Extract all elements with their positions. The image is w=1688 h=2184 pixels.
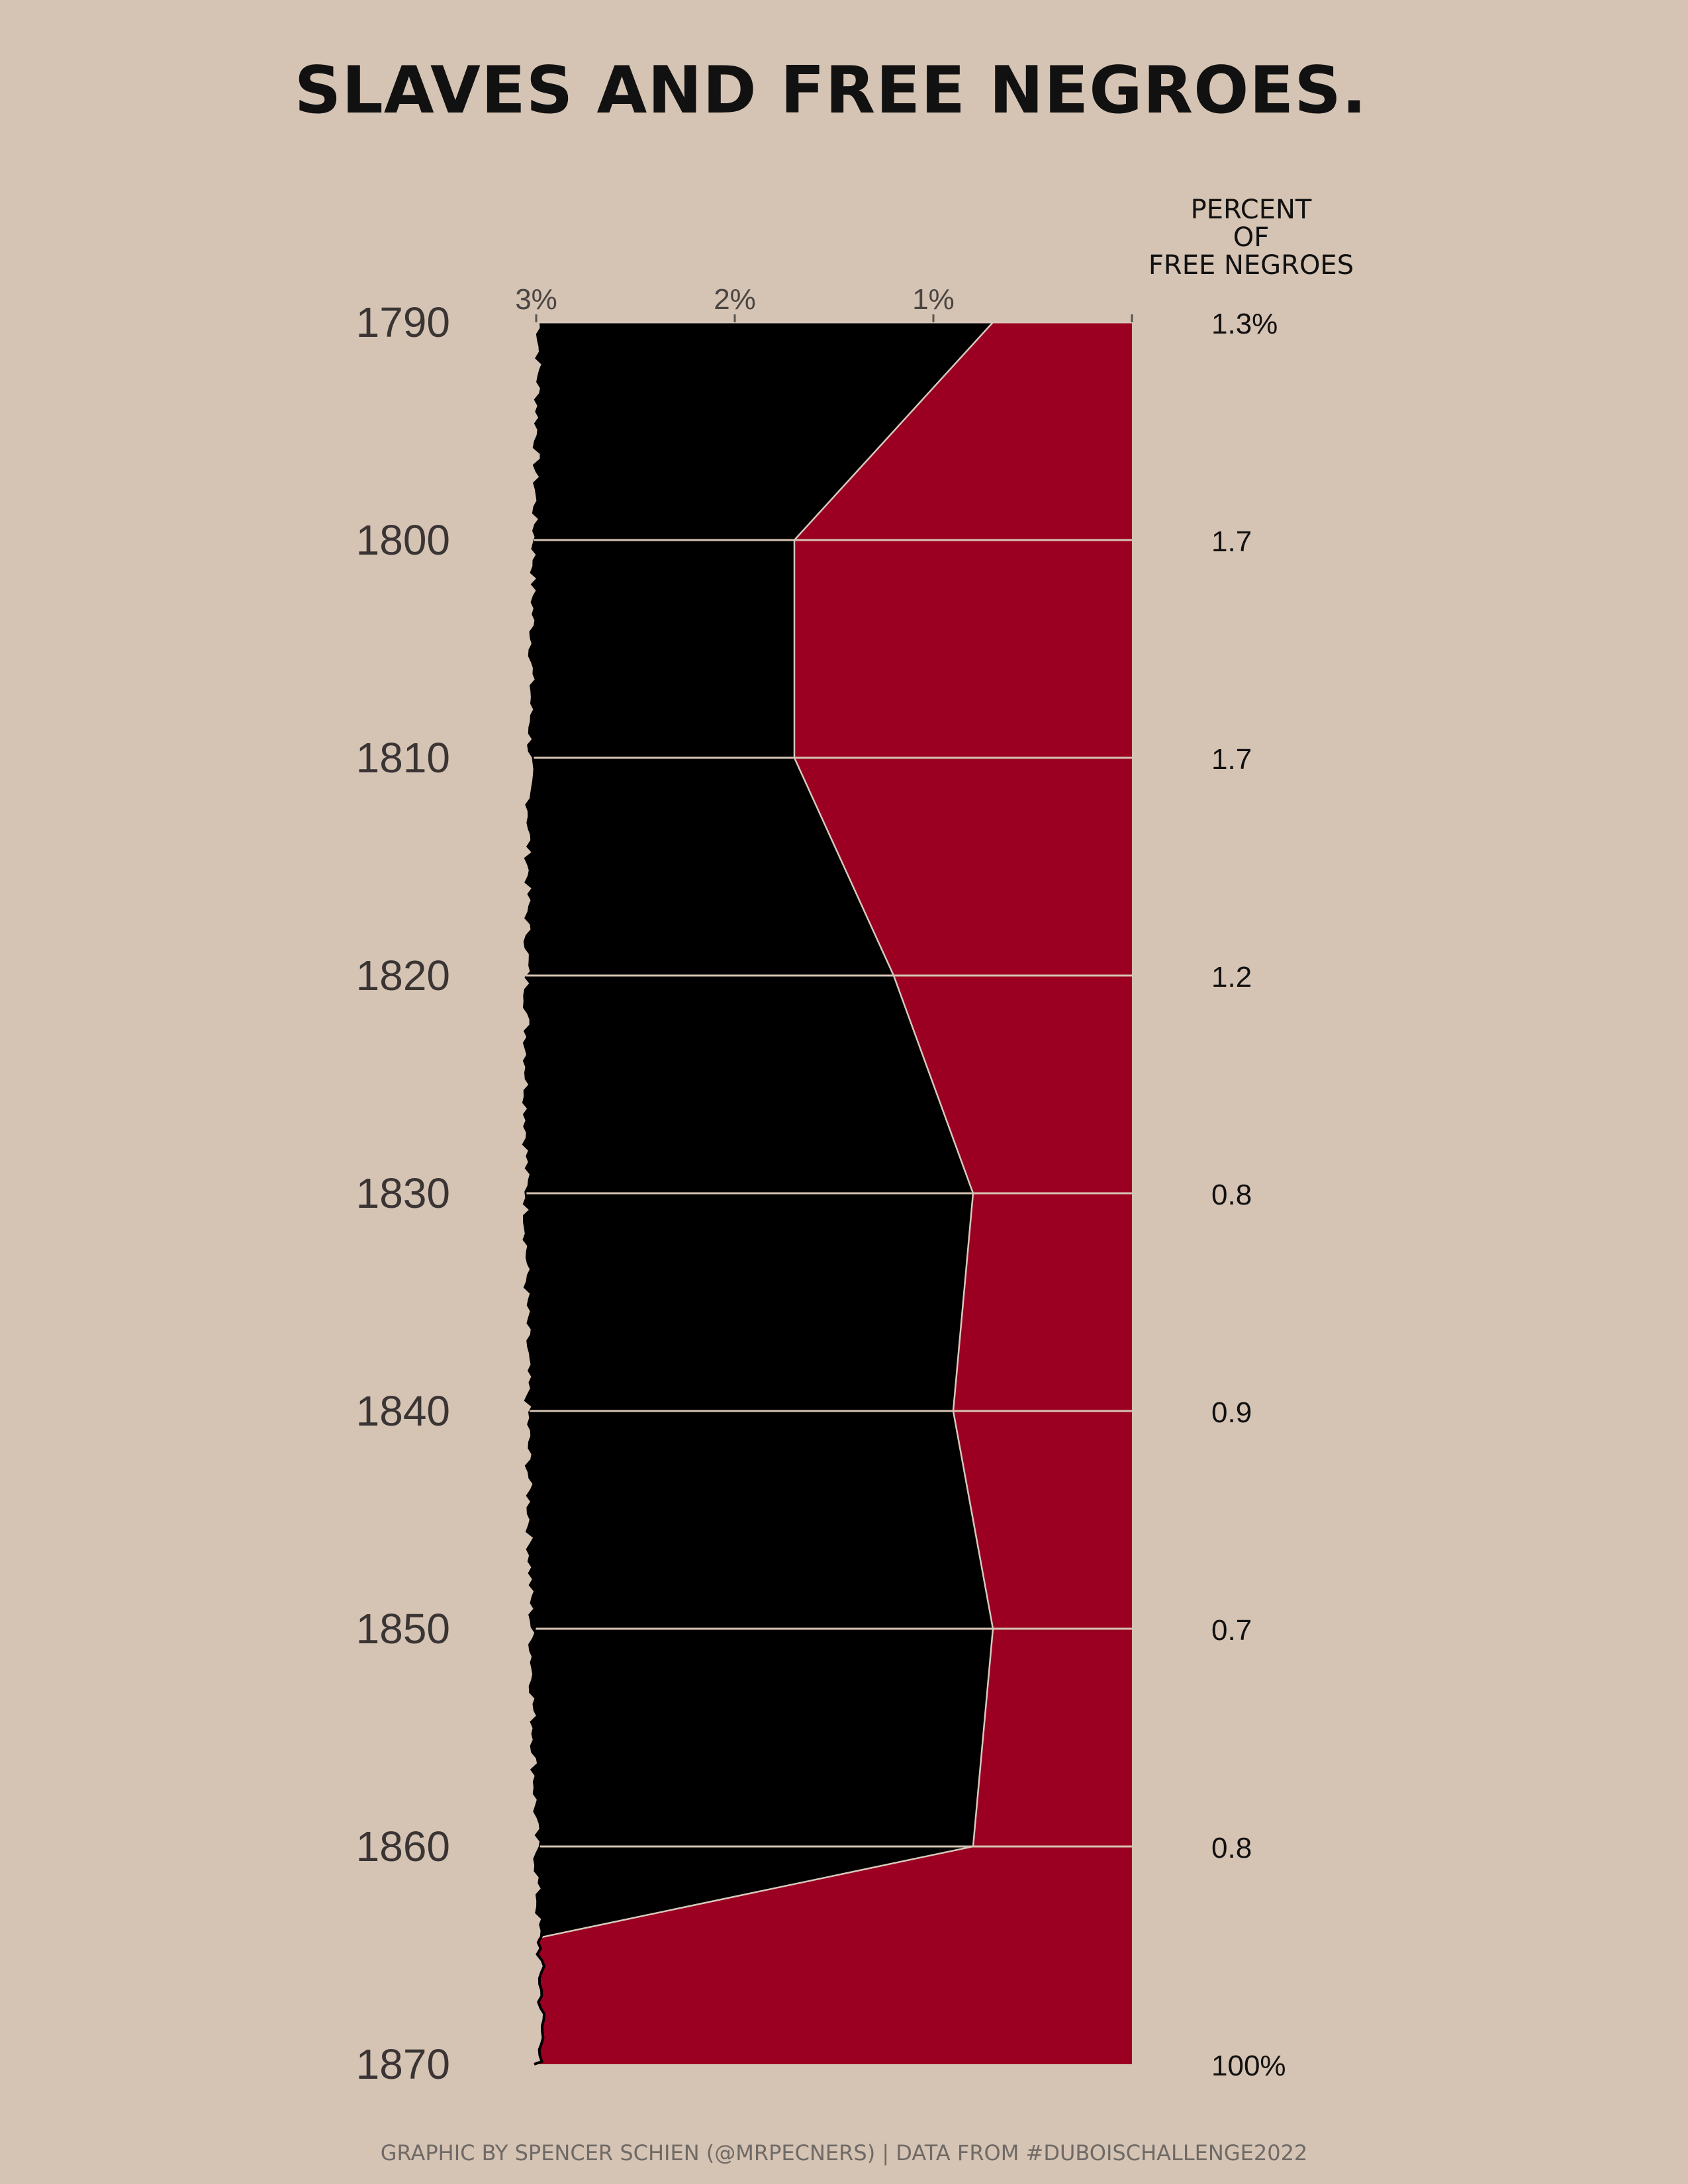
footer-credit: GRAPHIC BY SPENCER SCHIEN (@MRPECNERS) |… [380,2140,1308,2165]
year-label: 1790 [356,298,450,346]
percent-label: 1.7 [1211,525,1252,558]
percent-label: 0.7 [1211,1614,1252,1647]
right-column-header: FREE NEGROES [1149,250,1354,281]
year-label: 1830 [356,1169,450,1217]
x-tick-label: 2% [714,283,756,316]
x-tick-label: 1% [912,283,955,316]
year-label: 1800 [356,516,450,564]
right-column-header: PERCENT [1191,195,1312,225]
year-label: 1860 [356,1823,450,1870]
year-label: 1840 [356,1387,450,1435]
year-label: 1850 [356,1605,450,1653]
year-label: 1820 [356,952,450,999]
x-tick-label: 3% [515,283,557,316]
percent-label: 1.3% [1211,308,1278,340]
right-column-header: OF [1233,222,1270,253]
percent-label: 1.7 [1211,743,1252,776]
chart-title: SLAVES AND FREE NEGROES. [294,53,1368,128]
percent-label: 0.8 [1211,1832,1252,1864]
year-label: 1870 [356,2040,450,2088]
ragged-edge-line [522,322,546,2066]
percent-label: 0.8 [1211,1179,1252,1211]
year-label: 1810 [356,734,450,782]
slaves-area [524,322,993,1938]
percent-label: 1.2 [1211,961,1252,993]
percent-label: 100% [1211,2050,1286,2082]
percent-label: 0.9 [1211,1396,1252,1429]
